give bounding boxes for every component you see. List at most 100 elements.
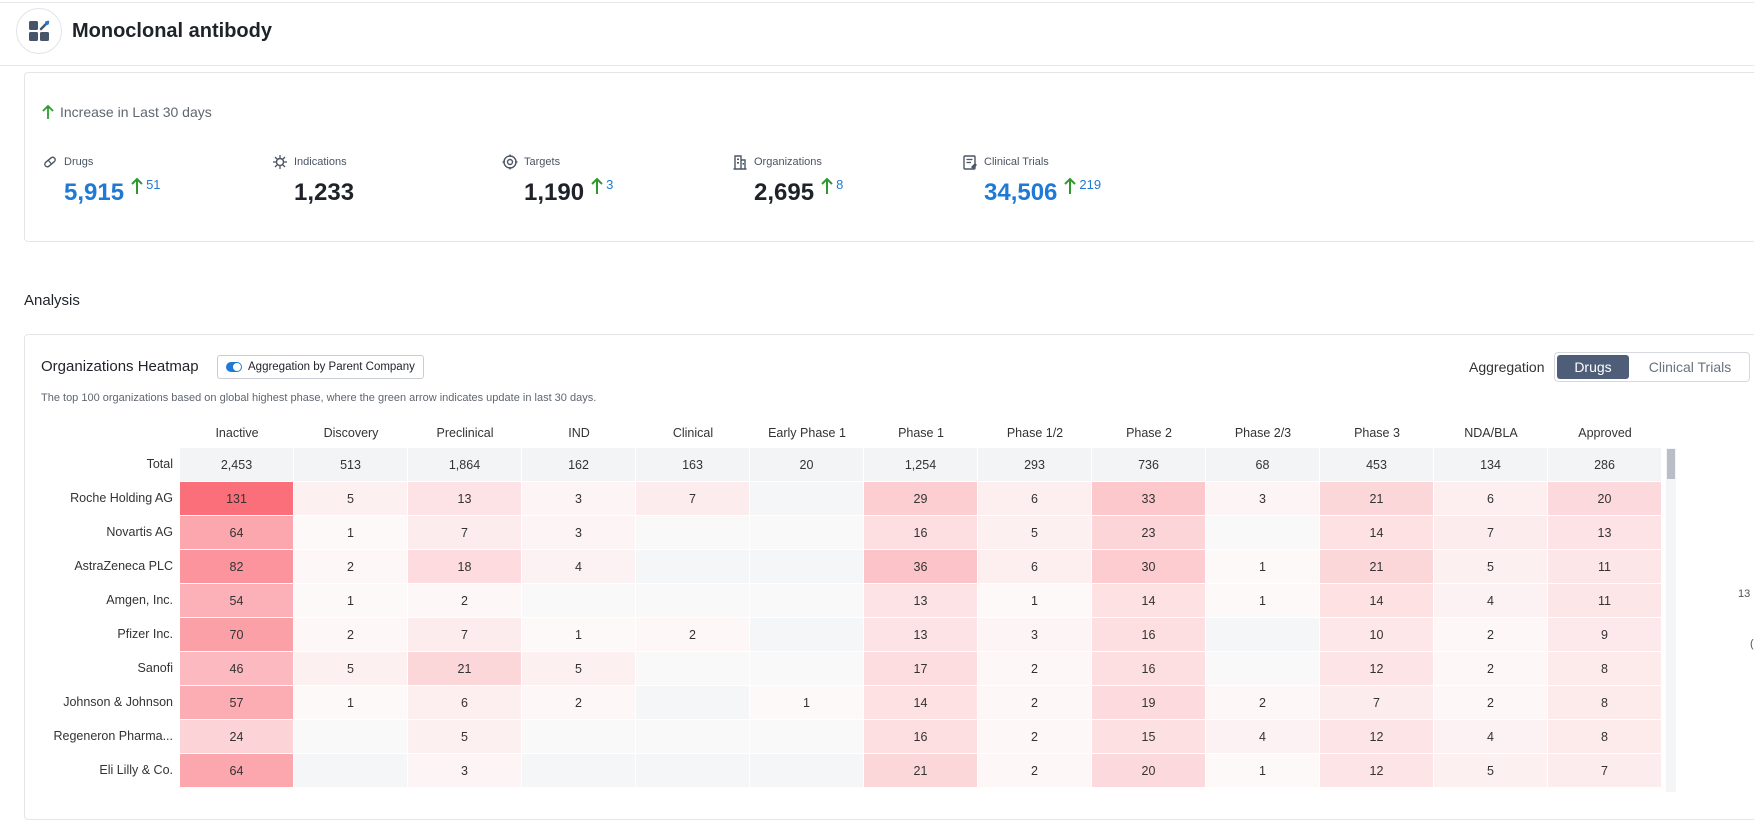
- heatmap-cell[interactable]: 82: [180, 550, 293, 583]
- heatmap-cell[interactable]: 1: [1206, 550, 1319, 583]
- heatmap-cell[interactable]: 4: [1206, 720, 1319, 753]
- toggle-switch-icon[interactable]: [226, 362, 242, 372]
- heatmap-cell[interactable]: 2: [978, 720, 1091, 753]
- heatmap-cell[interactable]: 2: [1434, 686, 1547, 719]
- heatmap-cell[interactable]: 9: [1548, 618, 1661, 651]
- heatmap-cell[interactable]: 23: [1092, 516, 1205, 549]
- heatmap-cell[interactable]: 2: [1434, 652, 1547, 685]
- org-row-label[interactable]: Pfizer Inc.: [117, 627, 173, 641]
- heatmap-cell[interactable]: 2: [978, 754, 1091, 787]
- heatmap-cell[interactable]: 57: [180, 686, 293, 719]
- heatmap-cell[interactable]: 14: [1320, 516, 1433, 549]
- heatmap-cell[interactable]: 6: [978, 482, 1091, 515]
- heatmap-cell[interactable]: 2: [294, 618, 407, 651]
- heatmap-cell[interactable]: 1: [294, 516, 407, 549]
- heatmap-cell[interactable]: 7: [408, 516, 521, 549]
- stat-clinical-trials[interactable]: Clinical Trials 34,506 219: [962, 154, 1101, 207]
- org-row-label[interactable]: Johnson & Johnson: [63, 695, 173, 709]
- heatmap-cell[interactable]: 7: [636, 482, 749, 515]
- org-row-label[interactable]: AstraZeneca PLC: [74, 559, 173, 573]
- heatmap-cell[interactable]: 8: [1548, 652, 1661, 685]
- stat-targets[interactable]: Targets 1,190 3: [502, 154, 613, 207]
- heatmap-cell[interactable]: 2: [294, 550, 407, 583]
- heatmap-cell[interactable]: 21: [408, 652, 521, 685]
- heatmap-cell[interactable]: 6: [978, 550, 1091, 583]
- aggregation-clinical-trials-button[interactable]: Clinical Trials: [1631, 353, 1749, 381]
- heatmap-cell[interactable]: 4: [1434, 720, 1547, 753]
- heatmap-cell[interactable]: 7: [1320, 686, 1433, 719]
- heatmap-cell[interactable]: 6: [408, 686, 521, 719]
- org-row-label[interactable]: Roche Holding AG: [70, 491, 173, 505]
- heatmap-cell[interactable]: 17: [864, 652, 977, 685]
- heatmap-cell[interactable]: 1: [294, 584, 407, 617]
- heatmap-cell[interactable]: 5: [1434, 550, 1547, 583]
- heatmap-cell[interactable]: 36: [864, 550, 977, 583]
- heatmap-cell[interactable]: 18: [408, 550, 521, 583]
- heatmap-cell[interactable]: 21: [1320, 550, 1433, 583]
- heatmap-cell[interactable]: 15: [1092, 720, 1205, 753]
- heatmap-cell[interactable]: 24: [180, 720, 293, 753]
- heatmap-cell[interactable]: 20: [1548, 482, 1661, 515]
- org-row-label[interactable]: Novartis AG: [106, 525, 173, 539]
- heatmap-cell[interactable]: 2: [1434, 618, 1547, 651]
- heatmap-cell[interactable]: 2: [1206, 686, 1319, 719]
- heatmap-cell[interactable]: 16: [864, 516, 977, 549]
- heatmap-cell[interactable]: 11: [1548, 550, 1661, 583]
- heatmap-cell[interactable]: 2: [978, 652, 1091, 685]
- heatmap-cell[interactable]: 64: [180, 516, 293, 549]
- aggregation-drugs-button[interactable]: Drugs: [1557, 355, 1629, 379]
- heatmap-cell[interactable]: 33: [1092, 482, 1205, 515]
- heatmap-cell[interactable]: 19: [1092, 686, 1205, 719]
- heatmap-cell[interactable]: 2: [636, 618, 749, 651]
- stat-indications[interactable]: Indications 1,233: [272, 154, 354, 207]
- heatmap-cell[interactable]: 20: [1092, 754, 1205, 787]
- heatmap-cell[interactable]: 5: [978, 516, 1091, 549]
- heatmap-cell[interactable]: 14: [1320, 584, 1433, 617]
- heatmap-cell[interactable]: 12: [1320, 754, 1433, 787]
- heatmap-cell[interactable]: 6: [1434, 482, 1547, 515]
- org-row-label[interactable]: Regeneron Pharma...: [53, 729, 173, 743]
- heatmap-cell[interactable]: 70: [180, 618, 293, 651]
- heatmap-cell[interactable]: 29: [864, 482, 977, 515]
- heatmap-cell[interactable]: 5: [294, 482, 407, 515]
- heatmap-cell[interactable]: 4: [1434, 584, 1547, 617]
- heatmap-cell[interactable]: 10: [1320, 618, 1433, 651]
- heatmap-cell[interactable]: 5: [522, 652, 635, 685]
- heatmap-cell[interactable]: 5: [294, 652, 407, 685]
- heatmap-cell[interactable]: 5: [1434, 754, 1547, 787]
- heatmap-cell[interactable]: 1: [294, 686, 407, 719]
- heatmap-cell[interactable]: 3: [1206, 482, 1319, 515]
- heatmap-cell[interactable]: 2: [522, 686, 635, 719]
- heatmap-cell[interactable]: 16: [1092, 652, 1205, 685]
- stat-drugs[interactable]: Drugs 5,915 51: [42, 154, 161, 207]
- heatmap-cell[interactable]: 21: [1320, 482, 1433, 515]
- heatmap-cell[interactable]: 3: [522, 482, 635, 515]
- heatmap-scrollbar-thumb[interactable]: [1667, 449, 1675, 479]
- heatmap-cell[interactable]: 13: [408, 482, 521, 515]
- heatmap-cell[interactable]: 12: [1320, 720, 1433, 753]
- heatmap-cell[interactable]: 131: [180, 482, 293, 515]
- org-row-label[interactable]: Eli Lilly & Co.: [99, 763, 173, 777]
- heatmap-cell[interactable]: 14: [864, 686, 977, 719]
- heatmap-cell[interactable]: 54: [180, 584, 293, 617]
- heatmap-cell[interactable]: 8: [1548, 720, 1661, 753]
- heatmap-cell[interactable]: 7: [1434, 516, 1547, 549]
- heatmap-cell[interactable]: 1: [1206, 754, 1319, 787]
- heatmap-cell[interactable]: 8: [1548, 686, 1661, 719]
- heatmap-cell[interactable]: 16: [1092, 618, 1205, 651]
- heatmap-cell[interactable]: 1: [978, 584, 1091, 617]
- heatmap-cell[interactable]: 4: [522, 550, 635, 583]
- heatmap-cell[interactable]: 64: [180, 754, 293, 787]
- heatmap-cell[interactable]: 12: [1320, 652, 1433, 685]
- heatmap-cell[interactable]: 2: [978, 686, 1091, 719]
- heatmap-cell[interactable]: 3: [408, 754, 521, 787]
- heatmap-cell[interactable]: 14: [1092, 584, 1205, 617]
- heatmap-cell[interactable]: 30: [1092, 550, 1205, 583]
- org-row-label[interactable]: Sanofi: [138, 661, 173, 675]
- heatmap-cell[interactable]: 11: [1548, 584, 1661, 617]
- heatmap-cell[interactable]: 13: [1548, 516, 1661, 549]
- heatmap-cell[interactable]: 1: [522, 618, 635, 651]
- heatmap-cell[interactable]: 46: [180, 652, 293, 685]
- parent-company-toggle[interactable]: Aggregation by Parent Company: [217, 355, 424, 379]
- org-row-label[interactable]: Amgen, Inc.: [106, 593, 173, 607]
